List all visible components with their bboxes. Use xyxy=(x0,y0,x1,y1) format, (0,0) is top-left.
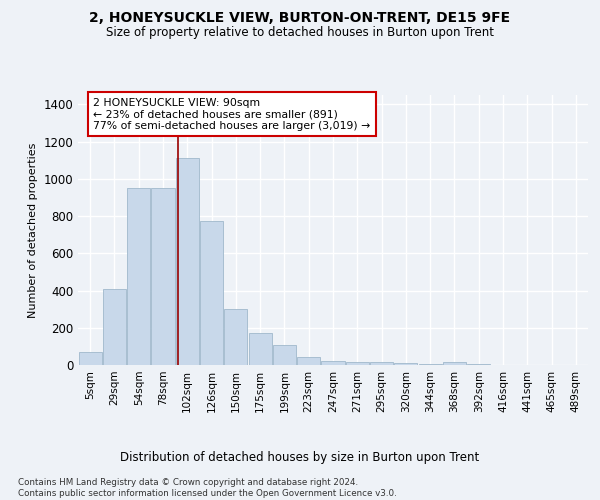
Y-axis label: Number of detached properties: Number of detached properties xyxy=(28,142,38,318)
Text: Distribution of detached houses by size in Burton upon Trent: Distribution of detached houses by size … xyxy=(121,451,479,464)
Text: 2, HONEYSUCKLE VIEW, BURTON-ON-TRENT, DE15 9FE: 2, HONEYSUCKLE VIEW, BURTON-ON-TRENT, DE… xyxy=(89,10,511,24)
Text: 2 HONEYSUCKLE VIEW: 90sqm
← 23% of detached houses are smaller (891)
77% of semi: 2 HONEYSUCKLE VIEW: 90sqm ← 23% of detac… xyxy=(94,98,371,131)
Bar xyxy=(443,362,466,365)
Bar xyxy=(151,188,175,365)
Bar xyxy=(103,288,126,365)
Bar xyxy=(248,334,272,365)
Bar xyxy=(322,362,344,365)
Text: Size of property relative to detached houses in Burton upon Trent: Size of property relative to detached ho… xyxy=(106,26,494,39)
Bar xyxy=(467,364,490,365)
Text: Contains HM Land Registry data © Crown copyright and database right 2024.
Contai: Contains HM Land Registry data © Crown c… xyxy=(18,478,397,498)
Bar xyxy=(297,357,320,365)
Bar xyxy=(79,352,101,365)
Bar xyxy=(370,362,393,365)
Bar xyxy=(419,364,442,365)
Bar xyxy=(273,346,296,365)
Bar xyxy=(200,220,223,365)
Bar xyxy=(127,188,150,365)
Bar xyxy=(224,309,247,365)
Bar xyxy=(346,362,369,365)
Bar xyxy=(394,363,418,365)
Bar xyxy=(176,158,199,365)
